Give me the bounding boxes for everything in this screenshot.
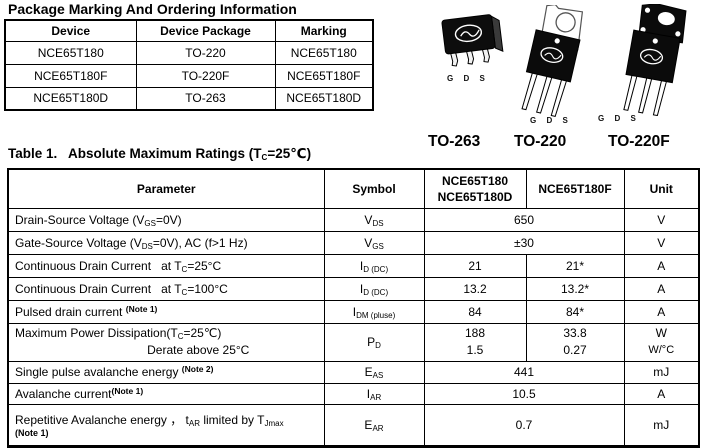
rating-row: Continuous Drain Current at TC=25°C ID (… (7, 253, 700, 278)
value-cell: 33.8 0.27 (525, 322, 625, 362)
unit-cell: A (623, 276, 700, 301)
rating-row: Drain-Source Voltage (VGS=0V) VDS 650 V (7, 207, 700, 232)
value-cell: 188 1.5 (423, 322, 527, 362)
symbol-cell: IAR (323, 382, 425, 405)
symbol-cell: ID (DC) (323, 253, 425, 278)
device-cell: NCE65T180F (4, 63, 137, 88)
unit-cell: V (623, 207, 700, 232)
param-cell: Continuous Drain Current at TC=100°C (7, 276, 325, 301)
to220f-package-drawing (623, 4, 687, 116)
unit-cell: mJ (623, 360, 700, 384)
ordering-info-heading: Package Marking And Ordering Information (8, 1, 297, 17)
param-cell: Pulsed drain current (Note 1) (7, 299, 325, 324)
unit-cell: mJ (623, 403, 700, 447)
col-header-marking: Marking (274, 19, 374, 42)
value-cell: ±30 (423, 230, 625, 255)
ordering-row: NCE65T180D TO-263 NCE65T180D (4, 86, 374, 111)
device-cell: NCE65T180D (4, 86, 137, 111)
value-cell: 650 (423, 207, 625, 232)
rating-row: Avalanche current(Note 1) IAR 10.5 A (7, 382, 700, 405)
param-cell: Repetitive Avalanche energy ， tAR limite… (7, 403, 325, 447)
value-cell: 0.7 (423, 403, 625, 447)
to220f-pins-label: G D S (598, 114, 640, 123)
package-name-to220: TO-220 (514, 133, 567, 150)
hdr-nce65t180f: NCE65T180F (525, 168, 625, 209)
param-cell: Avalanche current(Note 1) (7, 382, 325, 405)
package-cell: TO-263 (135, 86, 276, 111)
unit-cell: W W/°C (623, 322, 700, 362)
package-cell: TO-220F (135, 63, 276, 88)
package-name-to220f: TO-220F (608, 133, 670, 150)
rating-row: Continuous Drain Current at TC=100°C ID … (7, 276, 700, 301)
device-cell: NCE65T180 (4, 40, 137, 65)
symbol-cell: ID (DC) (323, 276, 425, 301)
value-cell: 84 (423, 299, 527, 324)
marking-cell: NCE65T180D (274, 86, 374, 111)
package-name-to263: TO-263 (428, 133, 481, 150)
param-cell: Maximum Power Dissipation(TC=25℃) Derate… (7, 322, 325, 362)
to263-package-drawing (441, 14, 504, 67)
param-cell: Drain-Source Voltage (VGS=0V) (7, 207, 325, 232)
hdr-parameter: Parameter (7, 168, 325, 209)
rating-row: Pulsed drain current (Note 1) IDM (pluse… (7, 299, 700, 324)
to263-pins-label: G D S (447, 74, 489, 83)
value-cell: 13.2* (525, 276, 625, 301)
hdr-nce65t180: NCE65T180 NCE65T180D (423, 168, 527, 209)
value-cell: 21 (423, 253, 527, 278)
unit-cell: A (623, 382, 700, 405)
symbol-cell: IDM (pluse) (323, 299, 425, 324)
hdr-symbol: Symbol (323, 168, 425, 209)
param-cell: Single pulse avalanche energy (Note 2) (7, 360, 325, 384)
rating-row: Single pulse avalanche energy (Note 2) E… (7, 360, 700, 384)
ratings-table-caption: Table 1. Absolute Maximum Ratings (TC=25… (8, 146, 312, 162)
unit-cell: A (623, 299, 700, 324)
unit-cell: V (623, 230, 700, 255)
to220-package-drawing (521, 5, 584, 117)
param-cell: Gate-Source Voltage (VDS=0V), AC (f>1 Hz… (7, 230, 325, 255)
symbol-cell: VDS (323, 207, 425, 232)
marking-cell: NCE65T180F (274, 63, 374, 88)
symbol-cell: EAS (323, 360, 425, 384)
symbol-cell: PD (323, 322, 425, 362)
abs-max-ratings-table: Parameter Symbol NCE65T180 NCE65T180D NC… (7, 168, 700, 448)
col-header-package: Device Package (135, 19, 276, 42)
unit-cell: A (623, 253, 700, 278)
marking-cell: NCE65T180 (274, 40, 374, 65)
value-cell: 84* (525, 299, 625, 324)
rating-row: Repetitive Avalanche energy ， tAR limite… (7, 403, 700, 447)
hdr-unit: Unit (623, 168, 700, 209)
ordering-row: NCE65T180 TO-220 NCE65T180 (4, 40, 374, 65)
rating-row: Gate-Source Voltage (VDS=0V), AC (f>1 Hz… (7, 230, 700, 255)
package-cell: TO-220 (135, 40, 276, 65)
value-cell: 441 (423, 360, 625, 384)
symbol-cell: VGS (323, 230, 425, 255)
symbol-cell: EAR (323, 403, 425, 447)
value-cell: 13.2 (423, 276, 527, 301)
param-cell: Continuous Drain Current at TC=25°C (7, 253, 325, 278)
col-header-device: Device (4, 19, 137, 42)
ordering-table: Device Device Package Marking NCE65T180 … (4, 19, 374, 111)
value-cell: 21* (525, 253, 625, 278)
rating-row: Maximum Power Dissipation(TC=25℃) Derate… (7, 322, 700, 362)
value-cell: 10.5 (423, 382, 625, 405)
to220-pins-label: G D S (530, 116, 572, 125)
ordering-row: NCE65T180F TO-220F NCE65T180F (4, 63, 374, 88)
